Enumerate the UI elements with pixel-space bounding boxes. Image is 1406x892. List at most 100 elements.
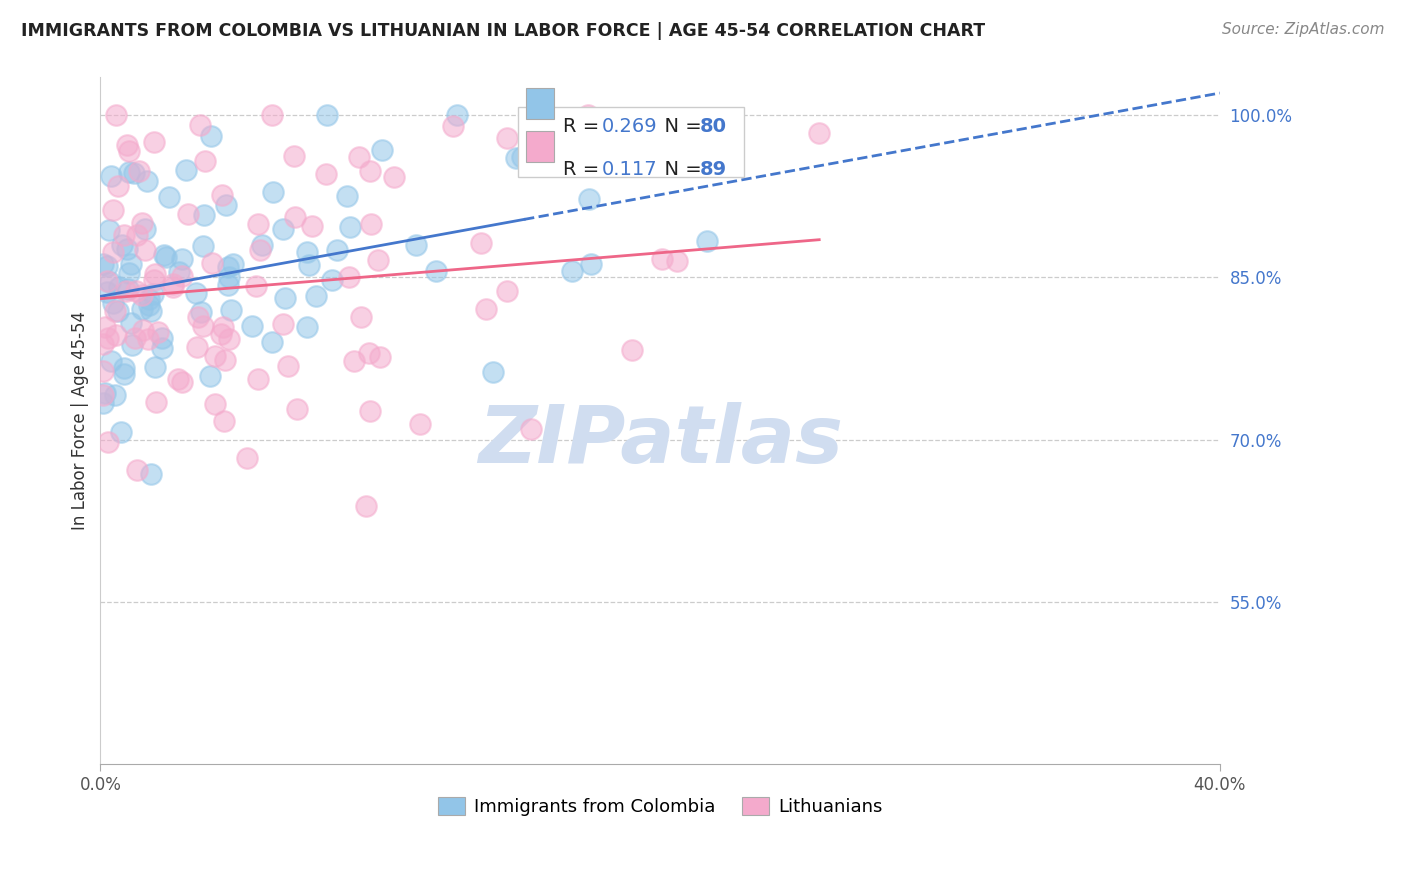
Point: [218, 332, 240, 346]
Point: [425, 264, 447, 278]
Point: [446, 108, 468, 122]
Point: [104, 388, 127, 402]
Point: [146, 325, 169, 339]
Point: [191, 238, 214, 252]
Point: [134, 244, 156, 258]
Point: [336, 189, 359, 203]
Point: [409, 417, 432, 431]
Point: [285, 401, 308, 416]
Point: [271, 317, 294, 331]
Point: [152, 331, 174, 345]
Point: [103, 295, 125, 310]
Point: [505, 151, 527, 165]
Point: [162, 280, 184, 294]
Point: [371, 143, 394, 157]
Point: [214, 352, 236, 367]
Point: [138, 292, 160, 306]
Point: [204, 397, 226, 411]
Text: IMMIGRANTS FROM COLOMBIA VS LITHUANIAN IN LABOR FORCE | AGE 45-54 CORRELATION CH: IMMIGRANTS FROM COLOMBIA VS LITHUANIAN I…: [21, 22, 986, 40]
Point: [222, 257, 245, 271]
Point: [211, 187, 233, 202]
Point: [142, 287, 165, 301]
Point: [166, 372, 188, 386]
Point: [297, 245, 319, 260]
Point: [136, 332, 159, 346]
Point: [157, 190, 180, 204]
Point: [273, 291, 295, 305]
Point: [170, 375, 193, 389]
Point: [118, 165, 141, 179]
Point: [174, 163, 197, 178]
Point: [219, 302, 242, 317]
Point: [117, 145, 139, 159]
Point: [153, 248, 176, 262]
Point: [249, 243, 271, 257]
Point: [187, 310, 209, 325]
Point: [107, 280, 129, 294]
Point: [696, 235, 718, 249]
Point: [115, 242, 138, 256]
Point: [651, 252, 673, 267]
Point: [94, 320, 117, 334]
Point: [271, 221, 294, 235]
Point: [339, 219, 361, 234]
Point: [128, 164, 150, 178]
Point: [120, 316, 142, 330]
Text: R = 0.269   N = 80
   R =  0.117   N = 89: R = 0.269 N = 80 R = 0.117 N = 89: [526, 115, 735, 169]
Point: [150, 341, 173, 355]
Point: [337, 269, 360, 284]
Text: R =: R =: [562, 117, 605, 136]
Point: [283, 149, 305, 163]
Point: [247, 217, 270, 231]
Point: [120, 257, 142, 271]
Point: [131, 302, 153, 317]
Point: [350, 310, 373, 324]
Point: [101, 244, 124, 259]
Point: [441, 120, 464, 134]
Text: ZIPatlas: ZIPatlas: [478, 402, 842, 480]
Point: [470, 235, 492, 250]
Point: [110, 237, 132, 252]
Point: [316, 108, 339, 122]
Point: [204, 349, 226, 363]
Point: [101, 203, 124, 218]
Point: [176, 207, 198, 221]
Point: [666, 253, 689, 268]
Point: [356, 499, 378, 513]
Point: [115, 285, 138, 299]
Point: [96, 274, 118, 288]
Point: [359, 346, 381, 360]
Point: [131, 288, 153, 302]
Point: [155, 250, 177, 264]
Point: [304, 289, 326, 303]
Point: [107, 304, 129, 318]
Point: [277, 359, 299, 373]
Text: N =: N =: [652, 161, 709, 179]
Point: [262, 335, 284, 350]
Point: [215, 198, 238, 212]
Point: [510, 150, 533, 164]
Point: [193, 208, 215, 222]
Point: [145, 394, 167, 409]
Point: [162, 277, 184, 292]
Point: [112, 367, 135, 381]
Point: [96, 285, 118, 299]
Y-axis label: In Labor Force | Age 45-54: In Labor Force | Age 45-54: [72, 311, 89, 530]
Point: [117, 282, 139, 296]
Point: [169, 265, 191, 279]
Point: [91, 396, 114, 410]
Point: [188, 119, 211, 133]
Text: 89: 89: [699, 161, 727, 179]
Point: [125, 284, 148, 298]
Point: [110, 425, 132, 439]
Point: [217, 260, 239, 274]
Point: [121, 337, 143, 351]
Point: [246, 372, 269, 386]
Point: [298, 258, 321, 272]
Point: [301, 219, 323, 233]
Point: [96, 259, 118, 273]
Point: [359, 164, 381, 178]
Point: [561, 264, 583, 278]
Point: [201, 256, 224, 270]
Point: [578, 192, 600, 206]
